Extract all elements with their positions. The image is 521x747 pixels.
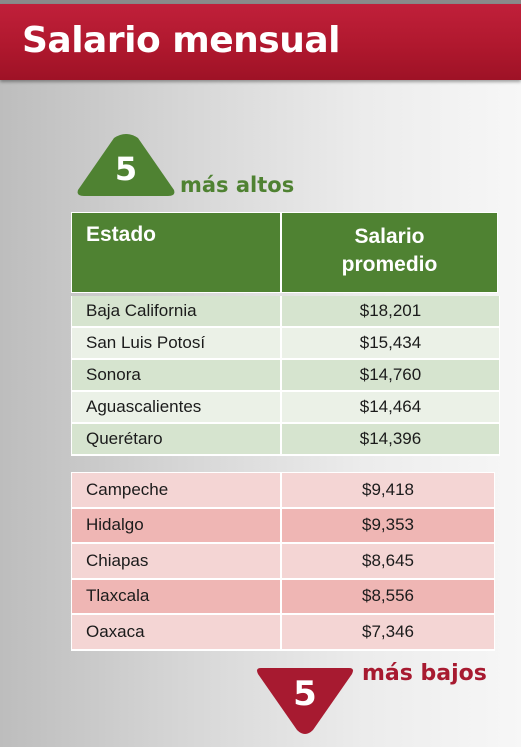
state-cell: Chiapas [86,550,149,570]
salary-cell: $18,201 [359,301,422,320]
table-row: Tlaxcala $8,556 [72,579,494,615]
state-cell: Baja California [86,301,197,320]
bottom-five-label: más bajos [362,661,487,686]
salary-cell: $9,418 [362,479,414,499]
column-header-salary-line-2: promedio [341,253,438,276]
state-cell: Hidalgo [86,515,144,535]
column-header-state: Estado [72,213,282,292]
table-row: Chiapas $8,645 [72,544,494,580]
down-triangle-icon [257,668,353,734]
salary-cell: $14,464 [359,397,422,416]
table-row: Aguascalientes $14,464 [72,392,499,424]
salary-cell: $8,556 [362,586,414,606]
top-five-table: Baja California $18,201 San Luis Potosí … [71,296,500,456]
top-border-line [0,0,521,4]
column-header-salary: Salario promedio [282,213,497,292]
salary-cell: $14,760 [359,365,422,384]
top-five-badge: 5 [76,134,176,198]
state-cell: Aguascalientes [86,397,202,416]
table-row: Oaxaca $7,346 [72,615,494,651]
table-row: San Luis Potosí $15,434 [72,328,499,360]
salary-cell: $15,434 [359,333,422,352]
state-cell: San Luis Potosí [86,333,206,352]
top-five-number: 5 [114,150,138,188]
table-header: Estado Salario promedio [71,212,498,293]
salary-cell: $8,645 [362,550,414,570]
bottom-five-table: Campeche $9,418 Hidalgo $9,353 Chiapas $… [71,472,495,651]
salary-cell: $7,346 [362,621,414,641]
column-header-salary-line-1: Salario [354,225,425,248]
top-five-label: más altos [180,173,295,197]
state-cell: Querétaro [86,429,163,448]
up-triangle-icon [77,134,175,196]
bottom-five-number: 5 [293,674,317,714]
state-cell: Tlaxcala [86,586,150,606]
state-cell: Campeche [86,479,169,499]
table-row: Sonora $14,760 [72,360,499,392]
bottom-five-badge: 5 [255,666,355,736]
table-row: Baja California $18,201 [72,296,499,328]
table-row: Querétaro $14,396 [72,424,499,456]
page-title: Salario mensual [22,20,340,61]
title-banner: Salario mensual [0,4,521,80]
state-cell: Oaxaca [86,621,145,641]
table-row: Hidalgo $9,353 [72,508,494,544]
salary-cell: $9,353 [362,515,414,535]
salary-cell: $14,396 [359,429,422,448]
state-cell: Sonora [86,365,141,384]
table-row: Campeche $9,418 [72,473,494,509]
